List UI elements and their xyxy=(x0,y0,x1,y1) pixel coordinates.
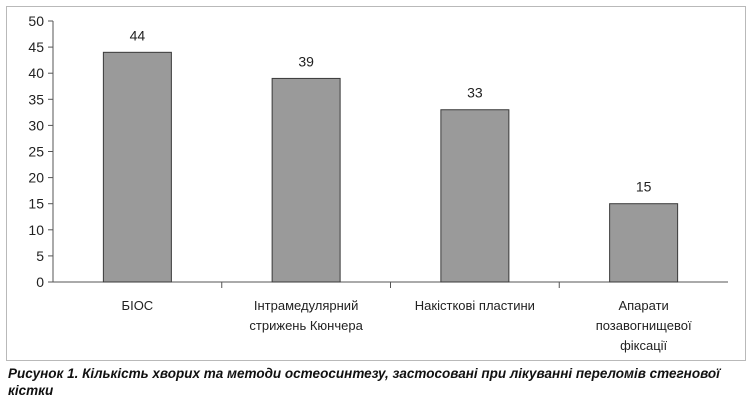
bar xyxy=(440,109,510,283)
y-tick-label: 35 xyxy=(28,91,44,107)
y-tick-label: 30 xyxy=(28,117,44,133)
x-tick-label: БІОС xyxy=(121,298,154,313)
x-tick-label: Апарати позавогнищевої фіксації xyxy=(595,298,692,353)
x-tick-label: Інтрамедулярний стрижень Кюнчера xyxy=(249,298,363,333)
bar-chart: 0 5 10 15 20 25 30 35 40 45 50 44 39 33 15 xyxy=(28,13,728,290)
y-tick-label: 40 xyxy=(28,65,44,81)
y-tick-label: 50 xyxy=(28,13,44,29)
y-tick-label: 5 xyxy=(36,248,44,264)
y-tick-label: 25 xyxy=(28,144,44,160)
y-tick-label: 45 xyxy=(28,39,44,55)
bar xyxy=(102,51,172,283)
data-label: 39 xyxy=(298,53,314,69)
data-label: 15 xyxy=(636,179,652,195)
figure-caption: Рисунок 1. Кількість хворих та методи ос… xyxy=(8,366,720,398)
bar xyxy=(271,77,341,283)
y-tick-label: 15 xyxy=(28,196,44,212)
data-label: 33 xyxy=(467,85,483,101)
bar xyxy=(609,203,679,283)
y-tick-label: 10 xyxy=(28,222,44,238)
y-tick-label: 0 xyxy=(36,274,44,290)
x-tick-label: Накісткові пластини xyxy=(414,298,535,313)
y-tick-label: 20 xyxy=(28,170,44,186)
data-label: 44 xyxy=(130,27,146,43)
